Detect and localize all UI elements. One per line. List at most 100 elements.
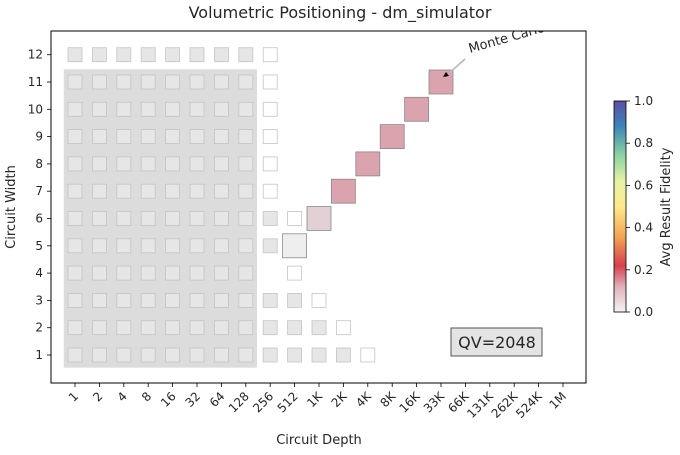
grid-cell <box>140 101 156 117</box>
grid-cell <box>287 347 303 363</box>
x-tick-label: 2K <box>329 388 351 410</box>
grid-cell <box>92 74 107 90</box>
grid-cell <box>213 183 229 199</box>
grid-cell <box>140 238 156 254</box>
grid-cell <box>165 47 181 63</box>
qv-badge: QV=2048 <box>450 327 543 357</box>
grid-cell <box>116 129 132 145</box>
grid-cell <box>189 156 205 172</box>
grid-cell <box>165 101 181 117</box>
y-axis-label: Circuit Width <box>4 165 19 249</box>
grid-cell <box>213 320 229 336</box>
grid-cell <box>116 320 132 336</box>
grid-cell <box>165 129 181 145</box>
colorbar-tick-label: 0.8 <box>634 136 653 150</box>
empty-cell <box>262 101 278 117</box>
grid-cell <box>67 347 83 363</box>
grid-cell <box>92 211 107 226</box>
grid-cell <box>140 320 156 336</box>
grid-cell <box>92 101 107 117</box>
y-tick-label: 3 <box>35 293 43 307</box>
grid-cell <box>67 101 83 117</box>
grid-cell <box>213 74 229 90</box>
fidelity-cell <box>330 178 356 204</box>
x-tick-label: 4K <box>353 388 375 410</box>
y-tick-label: 10 <box>28 102 43 116</box>
grid-cell <box>189 238 205 254</box>
colorbar-label: Avg Result Fidelity <box>659 147 674 266</box>
grid-cell <box>213 47 229 63</box>
grid-cell <box>213 265 229 281</box>
grid-cell <box>165 292 181 308</box>
grid-cell <box>140 265 156 281</box>
grid-cell <box>165 320 181 336</box>
grid-cell <box>116 211 132 226</box>
grid-cell <box>189 47 205 63</box>
grid-cell <box>238 156 254 172</box>
grid-cell <box>92 320 107 336</box>
y-tick-label: 7 <box>35 184 43 198</box>
y-tick-label: 6 <box>35 212 43 226</box>
grid-cell <box>189 101 205 117</box>
annotation-line <box>445 58 466 77</box>
empty-cell <box>262 183 278 199</box>
chart-title: Volumetric Positioning - dm_simulator <box>189 3 492 23</box>
grid-cell <box>92 265 107 281</box>
grid-cell <box>140 156 156 172</box>
x-axis-label: Circuit Depth <box>276 433 362 448</box>
grid-cell <box>116 74 132 90</box>
empty-cell <box>311 292 327 308</box>
grid-cell <box>213 156 229 172</box>
y-tick-label: 11 <box>28 75 43 89</box>
annotation-label: Monte Carlo <box>467 21 547 57</box>
grid-cell <box>67 183 83 199</box>
grid-cell <box>238 129 254 145</box>
y-tick-label: 1 <box>35 348 43 362</box>
grid-cell <box>189 320 205 336</box>
grid-cell <box>67 292 83 308</box>
colorbar-tick-label: 0.4 <box>634 221 653 235</box>
x-tick-label: 32 <box>182 389 203 410</box>
grid-cell <box>213 292 229 308</box>
fidelity-cell <box>379 124 405 149</box>
grid-cell <box>140 211 156 226</box>
grid-cell <box>92 156 107 172</box>
x-tick-label: 8K <box>377 388 399 410</box>
grid-cell <box>238 183 254 199</box>
x-tick-label: 512 <box>275 389 301 415</box>
fidelity-cell <box>282 233 308 259</box>
colorbar-tick-label: 0.2 <box>634 263 653 277</box>
colorbar-tick-label: 0.6 <box>634 178 653 192</box>
grid-cell <box>238 238 254 254</box>
grid-cell <box>116 347 132 363</box>
grid-cell <box>140 183 156 199</box>
colorbar-tick-label: 0.0 <box>634 305 653 319</box>
x-tick-label: 262K <box>489 388 521 420</box>
grid-cell <box>238 292 254 308</box>
empty-cell <box>262 74 278 90</box>
empty-cell <box>335 320 351 336</box>
x-tick-label: 8 <box>139 389 154 404</box>
empty-cell <box>287 265 303 281</box>
colorbar: 0.0 0.2 0.4 0.6 0.8 1.0 Avg Result Fidelity <box>613 94 674 319</box>
grid-cell <box>238 211 254 226</box>
grid-cell <box>262 347 278 363</box>
grid-cell <box>67 320 83 336</box>
grid-cell <box>311 347 327 363</box>
grid-cell <box>116 238 132 254</box>
grid-cell <box>67 238 83 254</box>
grid-cell <box>213 101 229 117</box>
grid-cell <box>262 211 278 226</box>
grid-cell <box>92 129 107 145</box>
empty-cell <box>262 129 278 145</box>
y-tick-label: 5 <box>35 239 43 253</box>
grid-cell <box>116 292 132 308</box>
grid-cell <box>287 320 303 336</box>
grid-cell <box>165 265 181 281</box>
x-tick-label: 2 <box>90 389 105 404</box>
grid-cell <box>189 347 205 363</box>
grid-cell <box>140 47 156 63</box>
x-tick-label: 16K <box>396 388 423 415</box>
x-tick-label: 33K <box>421 388 448 415</box>
